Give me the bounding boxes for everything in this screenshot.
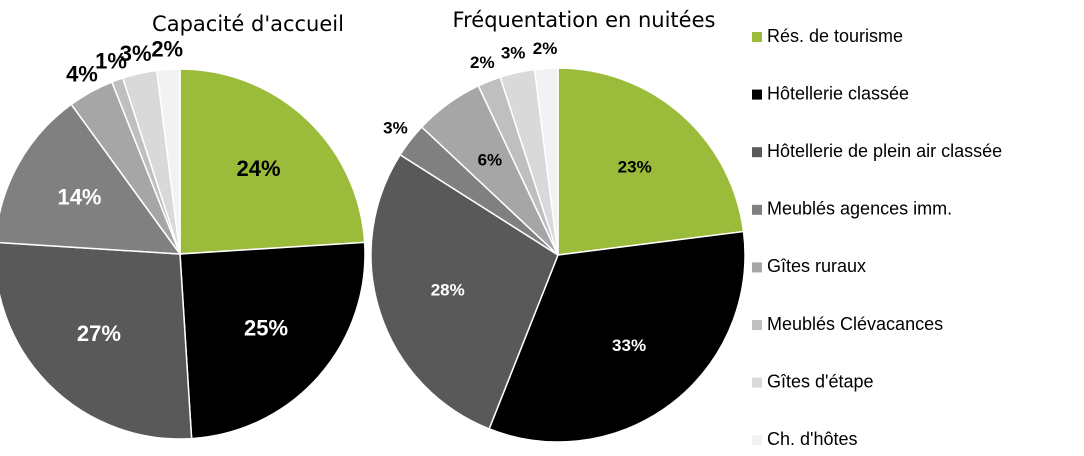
pie-slice	[557, 67, 745, 256]
data-label: 23%	[618, 158, 652, 177]
legend-label: Meublés agences imm.	[767, 199, 952, 219]
legend-label: Gîtes d'étape	[767, 371, 874, 391]
pie-slice	[370, 153, 559, 430]
pie-slice	[0, 103, 182, 255]
legend-label: Ch. d'hôtes	[767, 429, 858, 449]
data-label: 3%	[501, 44, 526, 63]
legend-swatch	[752, 320, 762, 330]
data-label: 14%	[57, 185, 101, 210]
data-label: 33%	[612, 336, 646, 355]
legend-swatch	[752, 147, 762, 158]
data-label: 2%	[533, 39, 558, 58]
legend-label: Hôtellerie classée	[767, 83, 909, 103]
legend-swatch	[752, 204, 762, 215]
legend-swatch	[752, 262, 762, 273]
pie-slice	[533, 67, 559, 256]
data-label: 28%	[431, 280, 465, 299]
legend-label: Rés. de tourisme	[767, 26, 903, 46]
chart-title: Fréquentation en nuitées	[453, 8, 716, 32]
data-label: 3%	[120, 41, 152, 66]
legend-label: Hôtellerie de plein air classée	[767, 141, 1002, 161]
legend-swatch	[752, 89, 762, 100]
pie-slice	[155, 68, 181, 255]
data-label: 2%	[470, 53, 495, 72]
legend-swatch	[752, 32, 762, 42]
data-label: 3%	[383, 118, 408, 137]
chart-title: Capacité d'accueil	[152, 12, 344, 36]
data-label: 1%	[95, 48, 127, 73]
data-label: 2%	[151, 37, 183, 62]
pie-slice	[179, 241, 366, 440]
data-label: 24%	[236, 156, 280, 181]
data-label: 6%	[478, 151, 503, 170]
pie-slice	[488, 230, 746, 443]
legend-swatch	[752, 435, 762, 446]
legend-label: Meublés Clévacances	[767, 314, 943, 334]
data-label: 4%	[66, 61, 98, 86]
legend-swatch	[752, 377, 762, 388]
pie-slice	[179, 68, 366, 255]
data-label: 27%	[77, 321, 121, 346]
legend-label: Gîtes ruraux	[767, 256, 866, 276]
pie-slice	[0, 241, 193, 440]
data-label: 25%	[244, 316, 288, 341]
